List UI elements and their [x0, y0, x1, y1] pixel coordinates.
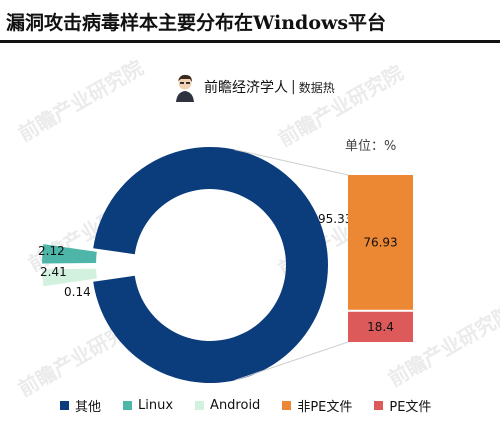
bar-segment-pe: [348, 311, 413, 342]
unit-label: 单位：%: [345, 139, 397, 154]
data-label-others: 95.33: [318, 212, 352, 226]
legend-swatch: [60, 400, 69, 410]
chart-title: 漏洞攻击病毒样本主要分布在Windows平台: [6, 12, 387, 34]
data-label-linux: 2.41: [40, 265, 67, 279]
legend-label: PE文件: [389, 399, 432, 415]
legend-item: PE文件: [374, 396, 431, 415]
chart-legend: 其他 Linux Android 非PE文件 PE文件: [60, 396, 453, 415]
bar-segment-non-pe: [348, 175, 413, 310]
donut-slice-others: [93, 146, 328, 383]
legend-swatch: [123, 400, 133, 410]
economist-avatar-icon: [172, 72, 198, 102]
legend-item: 其他: [60, 396, 101, 415]
legend-swatch: [195, 400, 205, 410]
legend-label: Android: [210, 397, 261, 413]
legend-swatch: [282, 400, 292, 410]
legend-label: Linux: [138, 397, 174, 413]
legend-item: Android: [195, 398, 260, 413]
legend-item: 非PE文件: [282, 396, 352, 415]
brand-name: 前瞻经济学人: [204, 80, 288, 96]
data-label-extra: 0.14: [64, 285, 91, 299]
title-rule: [0, 40, 500, 43]
brand-separator: |: [291, 79, 296, 95]
legend-label: 其他: [75, 399, 102, 415]
legend-label: 非PE文件: [297, 399, 353, 415]
legend-swatch: [374, 400, 384, 410]
brand-header: 前瞻经济学人 | 数据热: [172, 72, 335, 102]
donut-slice-android: [42, 268, 97, 287]
donut-slice-linux: [42, 244, 97, 264]
title-band: 漏洞攻击病毒样本主要分布在Windows平台: [0, 0, 500, 44]
brand-subtitle: 数据热: [298, 80, 335, 95]
data-label-non-pe: 76.93: [363, 235, 397, 249]
connector-line-top: [234, 149, 349, 176]
data-label-android: 2.12: [38, 244, 65, 258]
data-label-pe: 18.4: [367, 320, 394, 334]
legend-item: Linux: [123, 398, 173, 413]
connector-line-bottom: [234, 341, 349, 381]
